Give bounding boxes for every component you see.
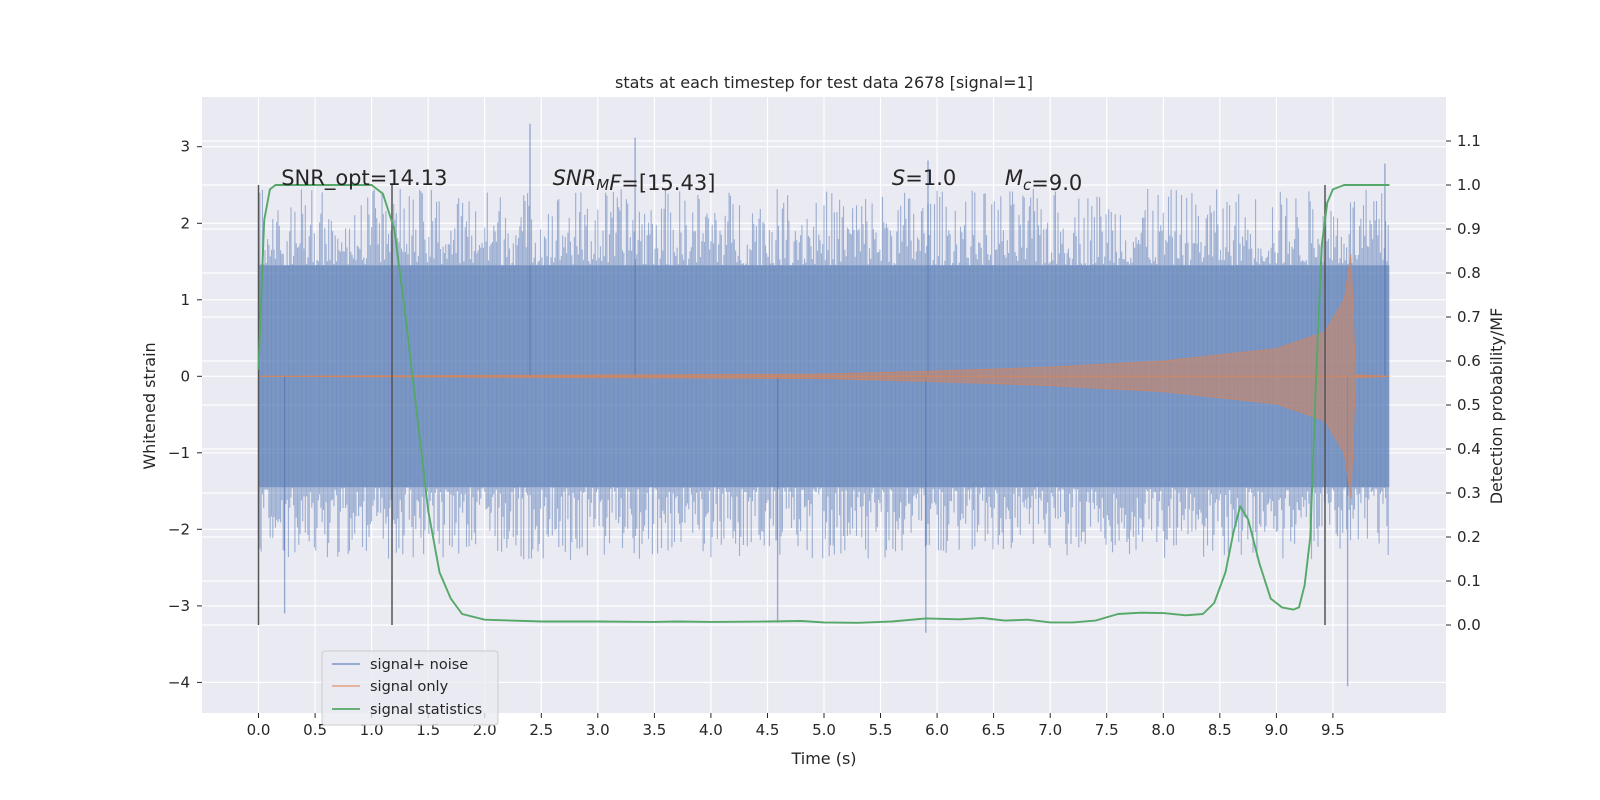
y-tick-label: 2: [180, 214, 190, 232]
annotation-part: =[15.43]: [621, 171, 715, 195]
annotation-part: M: [1005, 166, 1023, 190]
y-right-tick-label: 0.4: [1457, 440, 1481, 458]
annotation-part: SNR_opt=14.13: [281, 166, 447, 191]
annotation-part: S: [892, 166, 905, 190]
x-tick-label: 7.5: [1095, 721, 1119, 739]
legend-label-signal-noise: signal+ noise: [370, 657, 468, 673]
annotation-part: c: [1023, 176, 1032, 194]
y-tick-label: 3: [180, 138, 190, 156]
signal-statistics-series: [257, 184, 1390, 624]
legend: signal+ noise signal only signal statist…: [321, 650, 499, 726]
annotation-part: =9.0: [1031, 171, 1082, 195]
vertical-markers: [257, 185, 1326, 625]
legend-label-signal-only: signal only: [370, 679, 449, 695]
legend-label-signal-statistics: signal statistics: [370, 702, 482, 718]
y-tick-label: 1: [180, 291, 190, 309]
x-tick-label: 5.5: [869, 721, 893, 739]
x-tick-label: 7.0: [1038, 721, 1062, 739]
y-right-tick-label: 0.1: [1457, 572, 1481, 590]
y-right-tick-label: 0.7: [1457, 308, 1481, 326]
y-right-tick-label: 1.1: [1457, 132, 1481, 150]
x-tick-label: 3.0: [586, 721, 610, 739]
y-right-tick-label: 0.2: [1457, 528, 1481, 546]
y-right-tick-label: 0.9: [1457, 220, 1481, 238]
x-tick-label: 5.0: [812, 721, 836, 739]
annotation-part: F: [609, 171, 622, 195]
legend-box: [321, 650, 499, 726]
y-axis-label: Whitened strain: [140, 342, 159, 469]
chart-title: stats at each timestep for test data 267…: [615, 73, 1033, 92]
x-axis-label: Time (s): [790, 749, 856, 768]
annotation-part: =1.0: [905, 166, 956, 190]
signal-only-series: [258, 253, 1390, 499]
y-axis-ticks: −4 −3 −2 −1 0 1 2 3: [168, 138, 202, 691]
y-tick-label: −2: [168, 520, 190, 538]
y-right-tick-label: 0.5: [1457, 396, 1481, 414]
x-tick-label: 6.0: [925, 721, 949, 739]
annotation: SNRMF=[15.43]: [553, 166, 716, 195]
x-tick-label: 8.0: [1151, 721, 1175, 739]
x-tick-label: 0.0: [247, 721, 271, 739]
y-tick-label: 0: [180, 367, 190, 385]
y-right-tick-label: 0.8: [1457, 264, 1481, 282]
annotations: SNR_opt=14.13 SNRMF=[15.43] S=1.0 Mc=9.0: [281, 166, 1082, 195]
x-tick-label: 6.5: [982, 721, 1006, 739]
y-right-axis-label: Detection probability/MF: [1487, 308, 1506, 505]
annotation: S=1.0: [892, 166, 956, 190]
x-tick-label: 8.5: [1208, 721, 1232, 739]
annotation-part: M: [596, 176, 609, 194]
annotation: SNR_opt=14.13: [281, 166, 447, 191]
y-tick-label: −3: [168, 597, 190, 615]
y-tick-label: −1: [168, 444, 190, 462]
x-tick-label: 4.5: [756, 721, 780, 739]
annotation-part: SNR: [553, 166, 597, 190]
y-right-tick-label: 0.0: [1457, 616, 1481, 634]
y-right-tick-label: 1.0: [1457, 176, 1481, 194]
x-tick-label: 3.5: [642, 721, 666, 739]
annotation: Mc=9.0: [1005, 166, 1082, 195]
signal-statistics-line: [257, 184, 1390, 624]
y-right-tick-label: 0.6: [1457, 352, 1481, 370]
x-tick-label: 9.0: [1264, 721, 1288, 739]
x-tick-label: 4.0: [699, 721, 723, 739]
x-tick-label: 0.5: [303, 721, 327, 739]
y-tick-label: −4: [168, 673, 190, 691]
y-right-tick-label: 0.3: [1457, 484, 1481, 502]
y-right-axis-ticks: 0.0 0.1 0.2 0.3 0.4 0.5 0.6 0.7 0.8 0.9 1.0 1.1: [1446, 132, 1481, 634]
x-tick-label: 2.5: [529, 721, 553, 739]
x-tick-label: 9.5: [1321, 721, 1345, 739]
